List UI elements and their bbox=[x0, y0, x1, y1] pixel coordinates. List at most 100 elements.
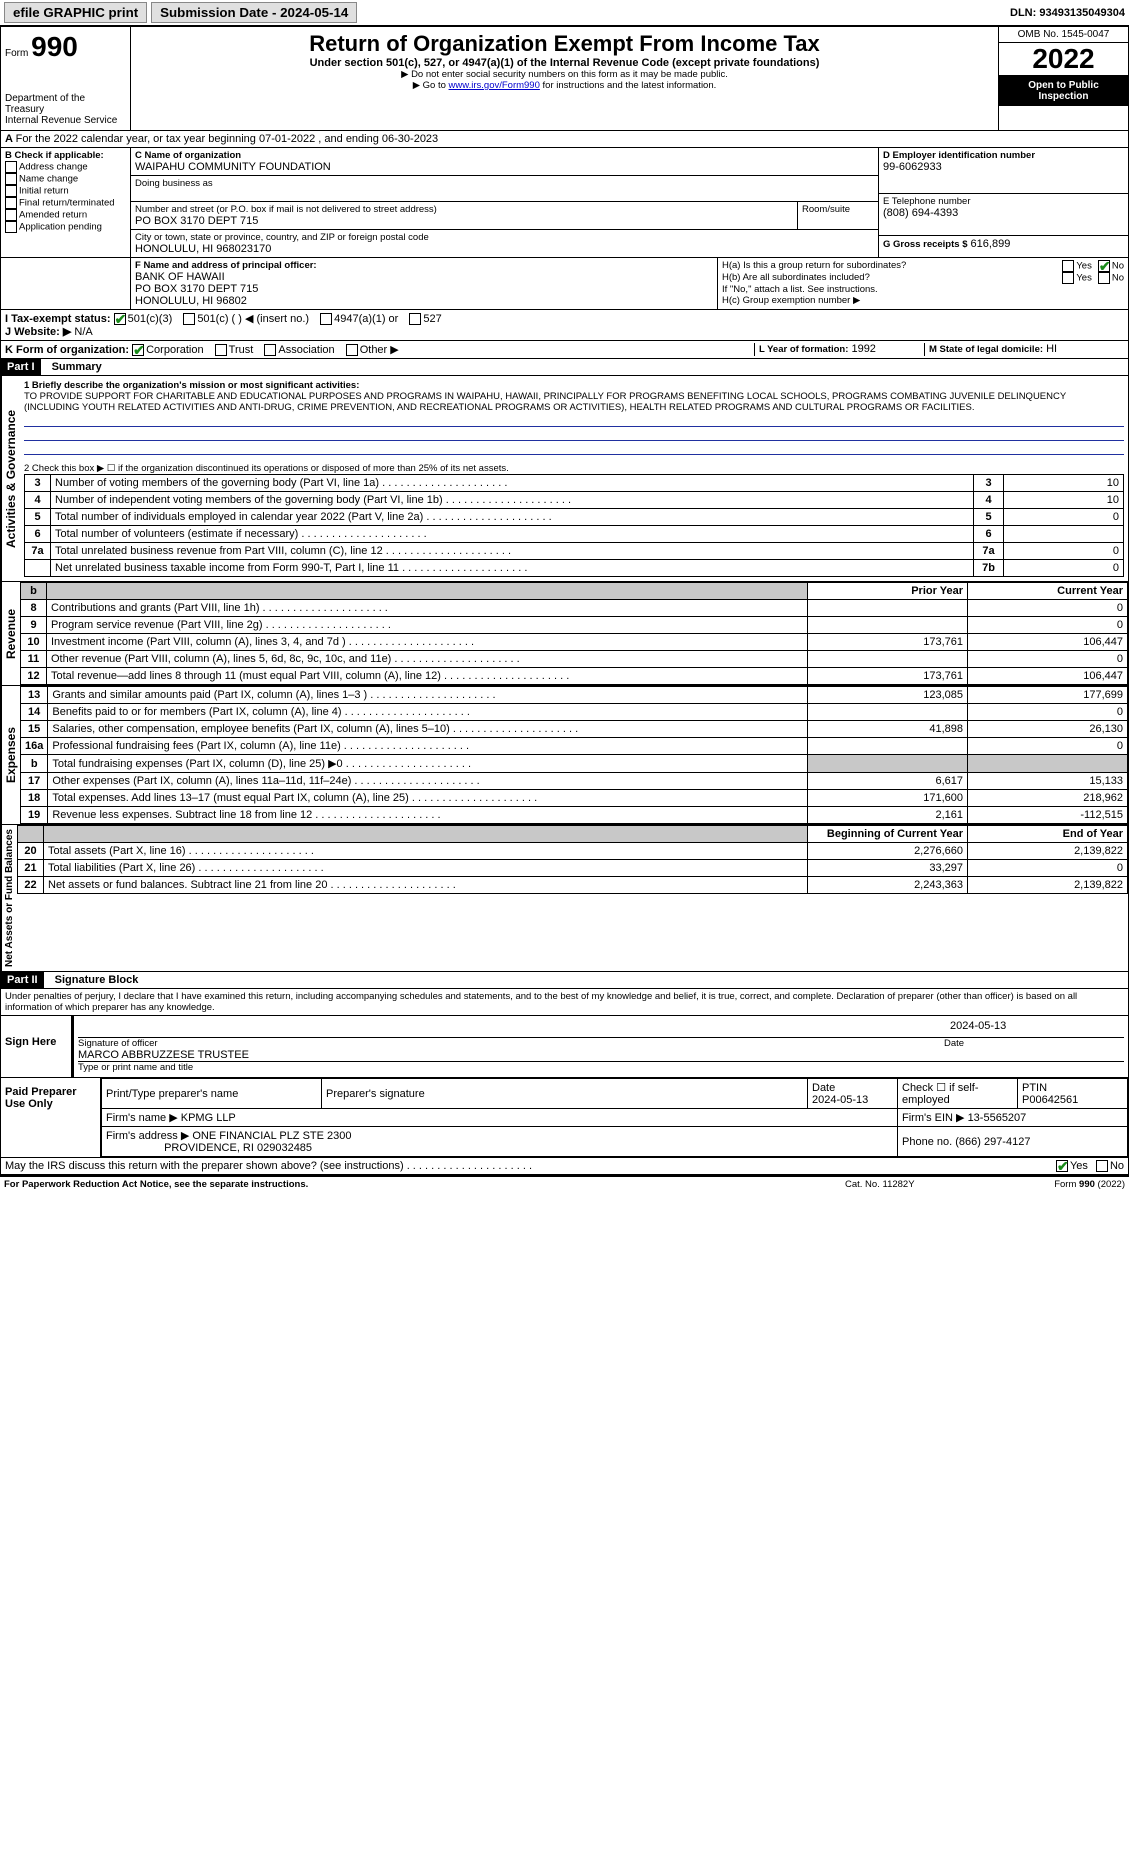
chk-trust[interactable]: Trust bbox=[215, 344, 254, 356]
page-footer: For Paperwork Reduction Act Notice, see … bbox=[0, 1175, 1129, 1192]
box-e-label: E Telephone number bbox=[883, 196, 1124, 207]
vert-activities: Activities & Governance bbox=[1, 376, 20, 581]
mission-rule-1 bbox=[24, 413, 1124, 427]
fin-row: 13Grants and similar amounts paid (Part … bbox=[21, 687, 1128, 704]
dept-label: Department of the Treasury bbox=[5, 93, 126, 115]
pra-notice: For Paperwork Reduction Act Notice, see … bbox=[4, 1179, 845, 1190]
officer-group-block: F Name and address of principal officer:… bbox=[0, 258, 1129, 310]
ha-yes[interactable]: Yes bbox=[1062, 260, 1092, 272]
box-c-name-label: C Name of organization bbox=[135, 150, 874, 161]
city-label: City or town, state or province, country… bbox=[135, 232, 874, 243]
activities-governance-section: Activities & Governance 1 Briefly descri… bbox=[0, 376, 1129, 582]
irs-label: Internal Revenue Service bbox=[5, 115, 126, 126]
chk-final-return[interactable]: Final return/terminated bbox=[5, 197, 126, 209]
box-k-label: K Form of organization: bbox=[5, 344, 129, 356]
room-suite-label: Room/suite bbox=[798, 202, 878, 229]
fin-row: 9Program service revenue (Part VIII, lin… bbox=[21, 617, 1128, 634]
chk-other[interactable]: Other ▶ bbox=[346, 344, 399, 356]
sig-name-value: MARCO ABBRUZZESE TRUSTEE bbox=[78, 1049, 1124, 1062]
fin-row: 10Investment income (Part VIII, column (… bbox=[21, 634, 1128, 651]
prep-date-value: 2024-05-13 bbox=[812, 1094, 868, 1106]
sign-here-label: Sign Here bbox=[1, 1016, 71, 1077]
note2-post: for instructions and the latest informat… bbox=[543, 80, 717, 91]
vert-revenue: Revenue bbox=[1, 582, 20, 685]
firm-addr1: ONE FINANCIAL PLZ STE 2300 bbox=[192, 1130, 351, 1142]
fin-row: 15Salaries, other compensation, employee… bbox=[21, 721, 1128, 738]
chk-name-change[interactable]: Name change bbox=[5, 173, 126, 185]
fin-row: 18Total expenses. Add lines 13–17 (must … bbox=[21, 790, 1128, 807]
part1-header: Part I bbox=[1, 359, 41, 375]
ein-value: 99-6062933 bbox=[883, 161, 1124, 173]
efile-print-button[interactable]: efile GRAPHIC print bbox=[4, 2, 147, 23]
gross-receipts-value: 616,899 bbox=[971, 238, 1011, 250]
irs-link[interactable]: www.irs.gov/Form990 bbox=[449, 80, 540, 91]
chk-address-change[interactable]: Address change bbox=[5, 161, 126, 173]
fin-row: 22Net assets or fund balances. Subtract … bbox=[18, 877, 1128, 894]
note-ssn: Do not enter social security numbers on … bbox=[135, 69, 994, 80]
ha-no[interactable]: No bbox=[1098, 260, 1124, 272]
hdr-beg: Beginning of Current Year bbox=[808, 826, 968, 843]
chk-501c3[interactable]: 501(c)(3) bbox=[114, 313, 173, 325]
submission-date-button[interactable]: Submission Date - 2024-05-14 bbox=[151, 2, 357, 23]
box-j-label: J Website: ▶ bbox=[5, 326, 71, 338]
form-subtitle: Under section 501(c), 527, or 4947(a)(1)… bbox=[135, 57, 994, 69]
hc-label: H(c) Group exemption number ▶ bbox=[722, 295, 1124, 306]
firm-ein-label: Firm's EIN ▶ bbox=[902, 1112, 965, 1124]
sig-officer-line[interactable] bbox=[78, 1020, 944, 1038]
chk-amended-return[interactable]: Amended return bbox=[5, 209, 126, 221]
gov-row: 4Number of independent voting members of… bbox=[25, 492, 1124, 509]
ptin-label: PTIN bbox=[1022, 1082, 1047, 1094]
box-l-label: L Year of formation: bbox=[759, 344, 848, 355]
firm-addr-label: Firm's address ▶ bbox=[106, 1130, 189, 1142]
line2-text: 2 Check this box ▶ ☐ if the organization… bbox=[24, 463, 1124, 474]
firm-phone-value: (866) 297-4127 bbox=[955, 1136, 1030, 1148]
dba-label: Doing business as bbox=[135, 178, 874, 189]
hdr-end: End of Year bbox=[968, 826, 1128, 843]
chk-assoc[interactable]: Association bbox=[264, 344, 334, 356]
form-word: Form bbox=[5, 48, 28, 59]
gov-row: 6Total number of volunteers (estimate if… bbox=[25, 526, 1124, 543]
chk-527[interactable]: 527 bbox=[409, 313, 441, 325]
hdr-curr: Current Year bbox=[968, 583, 1128, 600]
part2-header: Part II bbox=[1, 972, 44, 988]
cat-no: Cat. No. 11282Y bbox=[845, 1179, 995, 1190]
mission-text: TO PROVIDE SUPPORT FOR CHARITABLE AND ED… bbox=[24, 391, 1124, 413]
preparer-table: Print/Type preparer's name Preparer's si… bbox=[101, 1078, 1128, 1157]
net-assets-section: Net Assets or Fund Balances Beginning of… bbox=[0, 825, 1129, 972]
firm-name-value: KPMG LLP bbox=[181, 1112, 236, 1124]
fin-row: 11Other revenue (Part VIII, column (A), … bbox=[21, 651, 1128, 668]
discuss-no[interactable]: No bbox=[1096, 1160, 1124, 1172]
prep-name-col: Print/Type preparer's name bbox=[102, 1079, 322, 1109]
discuss-yes[interactable]: Yes bbox=[1056, 1160, 1088, 1172]
open-public-badge: Open to Public Inspection bbox=[999, 76, 1128, 106]
year-formation: 1992 bbox=[851, 343, 875, 355]
prep-self-emp[interactable]: Check ☐ if self-employed bbox=[898, 1079, 1018, 1109]
org-city: HONOLULU, HI 968023170 bbox=[135, 243, 874, 255]
prep-date-label: Date bbox=[812, 1082, 835, 1094]
chk-application-pending[interactable]: Application pending bbox=[5, 221, 126, 233]
chk-corp[interactable]: Corporation bbox=[132, 344, 203, 356]
hb-yes[interactable]: Yes bbox=[1062, 272, 1092, 284]
officer-l2: PO BOX 3170 DEPT 715 bbox=[135, 283, 713, 295]
fin-row: bTotal fundraising expenses (Part IX, co… bbox=[21, 755, 1128, 773]
fin-row: 14Benefits paid to or for members (Part … bbox=[21, 704, 1128, 721]
mission-rule-2 bbox=[24, 427, 1124, 441]
org-address: PO BOX 3170 DEPT 715 bbox=[135, 215, 793, 227]
part1-title: Summary bbox=[44, 361, 102, 373]
firm-addr2: PROVIDENCE, RI 029032485 bbox=[164, 1142, 312, 1154]
hb-label: H(b) Are all subordinates included? bbox=[722, 272, 1062, 284]
discuss-line: May the IRS discuss this return with the… bbox=[0, 1158, 1129, 1175]
status-website-block: I Tax-exempt status: 501(c)(3) 501(c) ( … bbox=[0, 310, 1129, 341]
gov-row: Net unrelated business taxable income fr… bbox=[25, 560, 1124, 577]
hb-no[interactable]: No bbox=[1098, 272, 1124, 284]
box-f-label: F Name and address of principal officer: bbox=[135, 260, 713, 271]
chk-501c[interactable]: 501(c) ( ) ◀ (insert no.) bbox=[183, 313, 309, 325]
vert-net: Net Assets or Fund Balances bbox=[1, 825, 17, 971]
chk-initial-return[interactable]: Initial return bbox=[5, 185, 126, 197]
box-g-label: G Gross receipts $ bbox=[883, 239, 967, 250]
chk-4947[interactable]: 4947(a)(1) or bbox=[320, 313, 398, 325]
state-domicile: HI bbox=[1046, 343, 1057, 355]
paid-preparer-label: Paid Preparer Use Only bbox=[1, 1078, 101, 1157]
org-form-block: K Form of organization: Corporation Trus… bbox=[0, 341, 1129, 359]
fin-row: 19Revenue less expenses. Subtract line 1… bbox=[21, 807, 1128, 824]
